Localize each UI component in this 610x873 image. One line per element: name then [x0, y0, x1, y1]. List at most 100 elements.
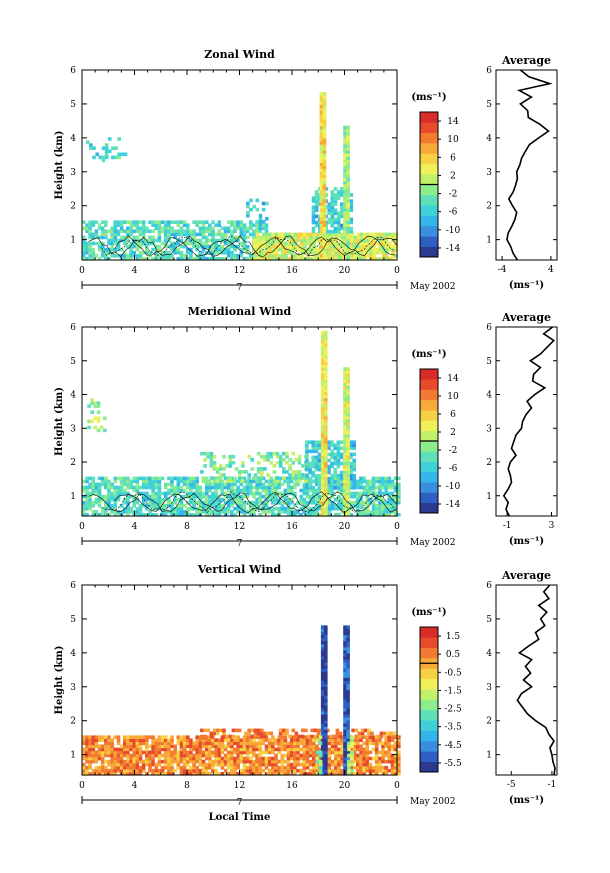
heatmap-cell — [212, 479, 217, 483]
heatmap-cell — [393, 476, 398, 481]
heatmap-cell — [230, 762, 234, 767]
heatmap-cell — [382, 731, 387, 736]
heatmap-cell — [116, 762, 121, 767]
heatmap-cell — [198, 756, 203, 761]
heatmap-cell — [319, 134, 324, 139]
heatmap-cell — [330, 473, 334, 478]
heatmap-cell — [250, 467, 255, 471]
heatmap-cell — [343, 500, 347, 505]
heatmap-cell — [308, 461, 312, 466]
avg-y-tick-label: 3 — [486, 424, 492, 434]
heatmap-cell — [255, 756, 259, 761]
heatmap-cell — [393, 765, 398, 770]
heatmap-cell — [88, 241, 92, 246]
heatmap-cell — [369, 241, 373, 246]
heatmap-cell — [173, 747, 177, 752]
heatmap-cell — [274, 238, 279, 243]
heatmap-cell — [163, 762, 168, 767]
heatmap-cell — [256, 734, 261, 739]
heatmap-cell — [337, 768, 341, 773]
heatmap-cell — [372, 232, 376, 237]
heatmap-cell — [88, 232, 92, 237]
heatmap-cell — [346, 394, 350, 399]
heatmap-cell — [219, 464, 223, 468]
heatmap-cell — [170, 482, 174, 487]
heatmap-cell — [343, 470, 347, 475]
heatmap-cell — [320, 449, 325, 453]
heatmap-cell — [100, 513, 105, 517]
heatmap-cell — [346, 412, 350, 417]
heatmap-cell — [365, 488, 370, 493]
heatmap-cell — [119, 768, 124, 773]
heatmap-cell — [189, 232, 193, 237]
heatmap-cell — [230, 741, 234, 746]
heatmap-cell — [182, 503, 187, 508]
heatmap-cell — [119, 226, 124, 231]
avg-x-tick-label: -4 — [498, 265, 507, 275]
heatmap-cell — [356, 753, 360, 758]
heatmap-cell — [230, 753, 234, 758]
x-tick-label: 0 — [79, 522, 85, 532]
heatmap-cell — [160, 735, 165, 739]
heatmap-cell — [333, 458, 338, 463]
heatmap-cell — [94, 765, 99, 770]
heatmap-cell — [255, 253, 260, 258]
heatmap-cell — [378, 756, 382, 761]
heatmap-cell — [170, 506, 174, 511]
heatmap-cell — [167, 497, 171, 502]
heatmap-cell — [261, 503, 266, 508]
heatmap-cell — [135, 506, 140, 511]
heatmap-cell — [346, 257, 350, 261]
heatmap-cell — [198, 506, 203, 511]
heatmap-cell — [255, 226, 259, 231]
heatmap-cell — [314, 473, 319, 478]
heatmap-cell — [324, 503, 328, 508]
heatmap-cell — [296, 738, 300, 742]
heatmap-cell — [343, 177, 347, 182]
heatmap-cell — [314, 190, 319, 194]
heatmap-cell — [220, 762, 225, 767]
heatmap-cell — [253, 731, 258, 736]
heatmap-cell — [258, 491, 262, 496]
heatmap-cell — [347, 759, 351, 764]
heatmap-cell — [322, 131, 327, 136]
heatmap-cell — [318, 500, 322, 505]
heatmap-cell — [154, 768, 159, 773]
heatmap-cell — [271, 488, 275, 493]
heatmap-cell — [189, 756, 193, 761]
heatmap-cell — [123, 772, 127, 776]
heatmap-cell — [362, 510, 366, 514]
heatmap-cell — [239, 247, 244, 252]
heatmap-cell — [176, 753, 181, 758]
heatmap-cell — [263, 458, 267, 462]
heatmap-cell — [138, 768, 143, 773]
heatmap-cell — [245, 500, 250, 505]
heatmap-cell — [249, 257, 253, 261]
heatmap-cell — [305, 486, 309, 490]
heatmap-cell — [189, 229, 193, 234]
heatmap-cell — [189, 506, 193, 511]
heatmap-cell — [82, 756, 86, 761]
heatmap-cell — [334, 247, 339, 252]
heatmap-cell — [284, 232, 288, 237]
heatmap-cell — [302, 485, 307, 490]
heatmap-cell — [324, 656, 328, 660]
heatmap-cell — [82, 247, 86, 252]
heatmap-cell — [220, 482, 225, 487]
heatmap-cell — [94, 510, 99, 514]
heatmap-cell — [126, 510, 130, 514]
colorbar-segment — [420, 112, 438, 123]
heatmap-cell — [340, 202, 344, 206]
heatmap-cell — [104, 741, 108, 746]
heatmap-cell — [328, 244, 332, 249]
heatmap-cell — [176, 759, 181, 764]
heatmap-cell — [309, 247, 313, 252]
heatmap-cell — [217, 762, 222, 767]
heatmap-cell — [267, 741, 272, 746]
heatmap-cell — [204, 747, 209, 752]
heatmap-cell — [289, 741, 294, 746]
heatmap-cell — [170, 257, 174, 261]
heatmap-cell — [305, 750, 310, 755]
heatmap-cell — [173, 750, 177, 755]
